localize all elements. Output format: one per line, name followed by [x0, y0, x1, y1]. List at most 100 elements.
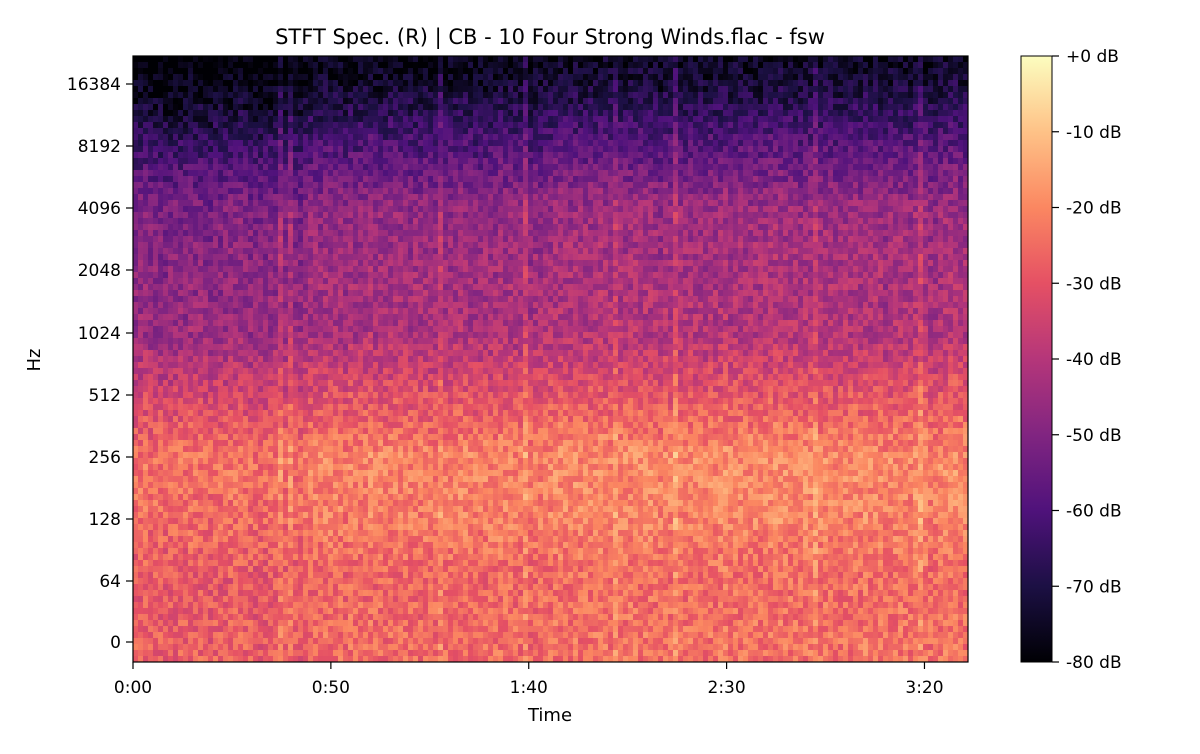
- heat-cell: [363, 536, 369, 543]
- heat-cell: [358, 404, 364, 411]
- heat-cell: [243, 92, 249, 99]
- heat-cell: [338, 524, 344, 531]
- heat-cell: [278, 452, 284, 459]
- heat-cell: [318, 536, 324, 543]
- heat-cell: [263, 110, 269, 117]
- heat-cell: [238, 200, 244, 207]
- heat-cell: [163, 608, 169, 615]
- heat-cell: [318, 122, 324, 129]
- heat-cell: [308, 242, 314, 249]
- heat-cell: [233, 176, 239, 183]
- heat-cell: [308, 122, 314, 129]
- heat-cell: [348, 176, 354, 183]
- heat-cell: [328, 176, 334, 183]
- heat-cell: [223, 158, 229, 165]
- heat-cell: [158, 392, 164, 399]
- heat-cell: [318, 440, 324, 447]
- heat-cell: [308, 410, 314, 417]
- heat-cell: [308, 98, 314, 105]
- heat-cell: [168, 560, 174, 567]
- heat-cell: [143, 560, 149, 567]
- heat-cell: [208, 404, 214, 411]
- heat-cell: [258, 440, 264, 447]
- heat-cell: [188, 92, 194, 99]
- heat-cell: [193, 404, 199, 411]
- heat-cell: [213, 326, 219, 333]
- heat-cell: [343, 590, 349, 597]
- heat-cell: [368, 194, 374, 201]
- heat-cell: [263, 242, 269, 249]
- heat-cell: [243, 140, 249, 147]
- heat-cell: [368, 80, 374, 87]
- heat-cell: [133, 626, 139, 633]
- heat-cell: [373, 74, 379, 81]
- heat-cell: [198, 470, 204, 477]
- heat-cell: [303, 392, 309, 399]
- heat-cell: [273, 650, 279, 657]
- heat-cell: [273, 392, 279, 399]
- heat-cell: [378, 92, 384, 99]
- heat-cell: [163, 86, 169, 93]
- heat-cell: [303, 122, 309, 129]
- heat-cell: [278, 470, 284, 477]
- heat-cell: [273, 608, 279, 615]
- heat-cell: [328, 158, 334, 165]
- heat-cell: [373, 428, 379, 435]
- heat-cell: [263, 434, 269, 441]
- heat-cell: [283, 602, 289, 609]
- heat-cell: [288, 392, 294, 399]
- heat-cell: [183, 314, 189, 321]
- heat-cell: [263, 476, 269, 483]
- heat-cell: [223, 536, 229, 543]
- heat-cell: [198, 578, 204, 585]
- heat-cell: [138, 476, 144, 483]
- heat-cell: [373, 80, 379, 87]
- heat-cell: [353, 350, 359, 357]
- heat-cell: [318, 530, 324, 537]
- heat-cell: [318, 368, 324, 375]
- heat-cell: [208, 398, 214, 405]
- heat-cell: [333, 314, 339, 321]
- heat-cell: [223, 302, 229, 309]
- heat-cell: [233, 446, 239, 453]
- heat-cell: [158, 368, 164, 375]
- heat-cell: [143, 650, 149, 657]
- heat-cell: [143, 80, 149, 87]
- heat-cell: [338, 452, 344, 459]
- heat-cell: [188, 452, 194, 459]
- heat-cell: [188, 182, 194, 189]
- heat-cell: [243, 266, 249, 273]
- heat-cell: [193, 182, 199, 189]
- heat-cell: [288, 482, 294, 489]
- heat-cell: [303, 284, 309, 291]
- heat-cell: [318, 416, 324, 423]
- heat-cell: [188, 422, 194, 429]
- heat-cell: [228, 140, 234, 147]
- heat-cell: [353, 452, 359, 459]
- heat-cell: [158, 584, 164, 591]
- heat-cell: [133, 206, 139, 213]
- heat-cell: [338, 638, 344, 645]
- heat-cell: [153, 608, 159, 615]
- heat-cell: [283, 218, 289, 225]
- heat-cell: [333, 260, 339, 267]
- heat-cell: [268, 548, 274, 555]
- heat-cell: [368, 386, 374, 393]
- heat-cell: [248, 626, 254, 633]
- heat-cell: [158, 644, 164, 651]
- heat-cell: [338, 440, 344, 447]
- heat-cell: [358, 374, 364, 381]
- heat-cell: [358, 116, 364, 123]
- heat-cell: [348, 380, 354, 387]
- heat-cell: [343, 254, 349, 261]
- heat-cell: [343, 140, 349, 147]
- heat-cell: [283, 362, 289, 369]
- heat-cell: [148, 344, 154, 351]
- heat-cell: [223, 590, 229, 597]
- heat-cell: [208, 242, 214, 249]
- heat-cell: [303, 386, 309, 393]
- heat-cell: [333, 434, 339, 441]
- heat-cell: [238, 284, 244, 291]
- heat-cell: [143, 512, 149, 519]
- heat-cell: [158, 542, 164, 549]
